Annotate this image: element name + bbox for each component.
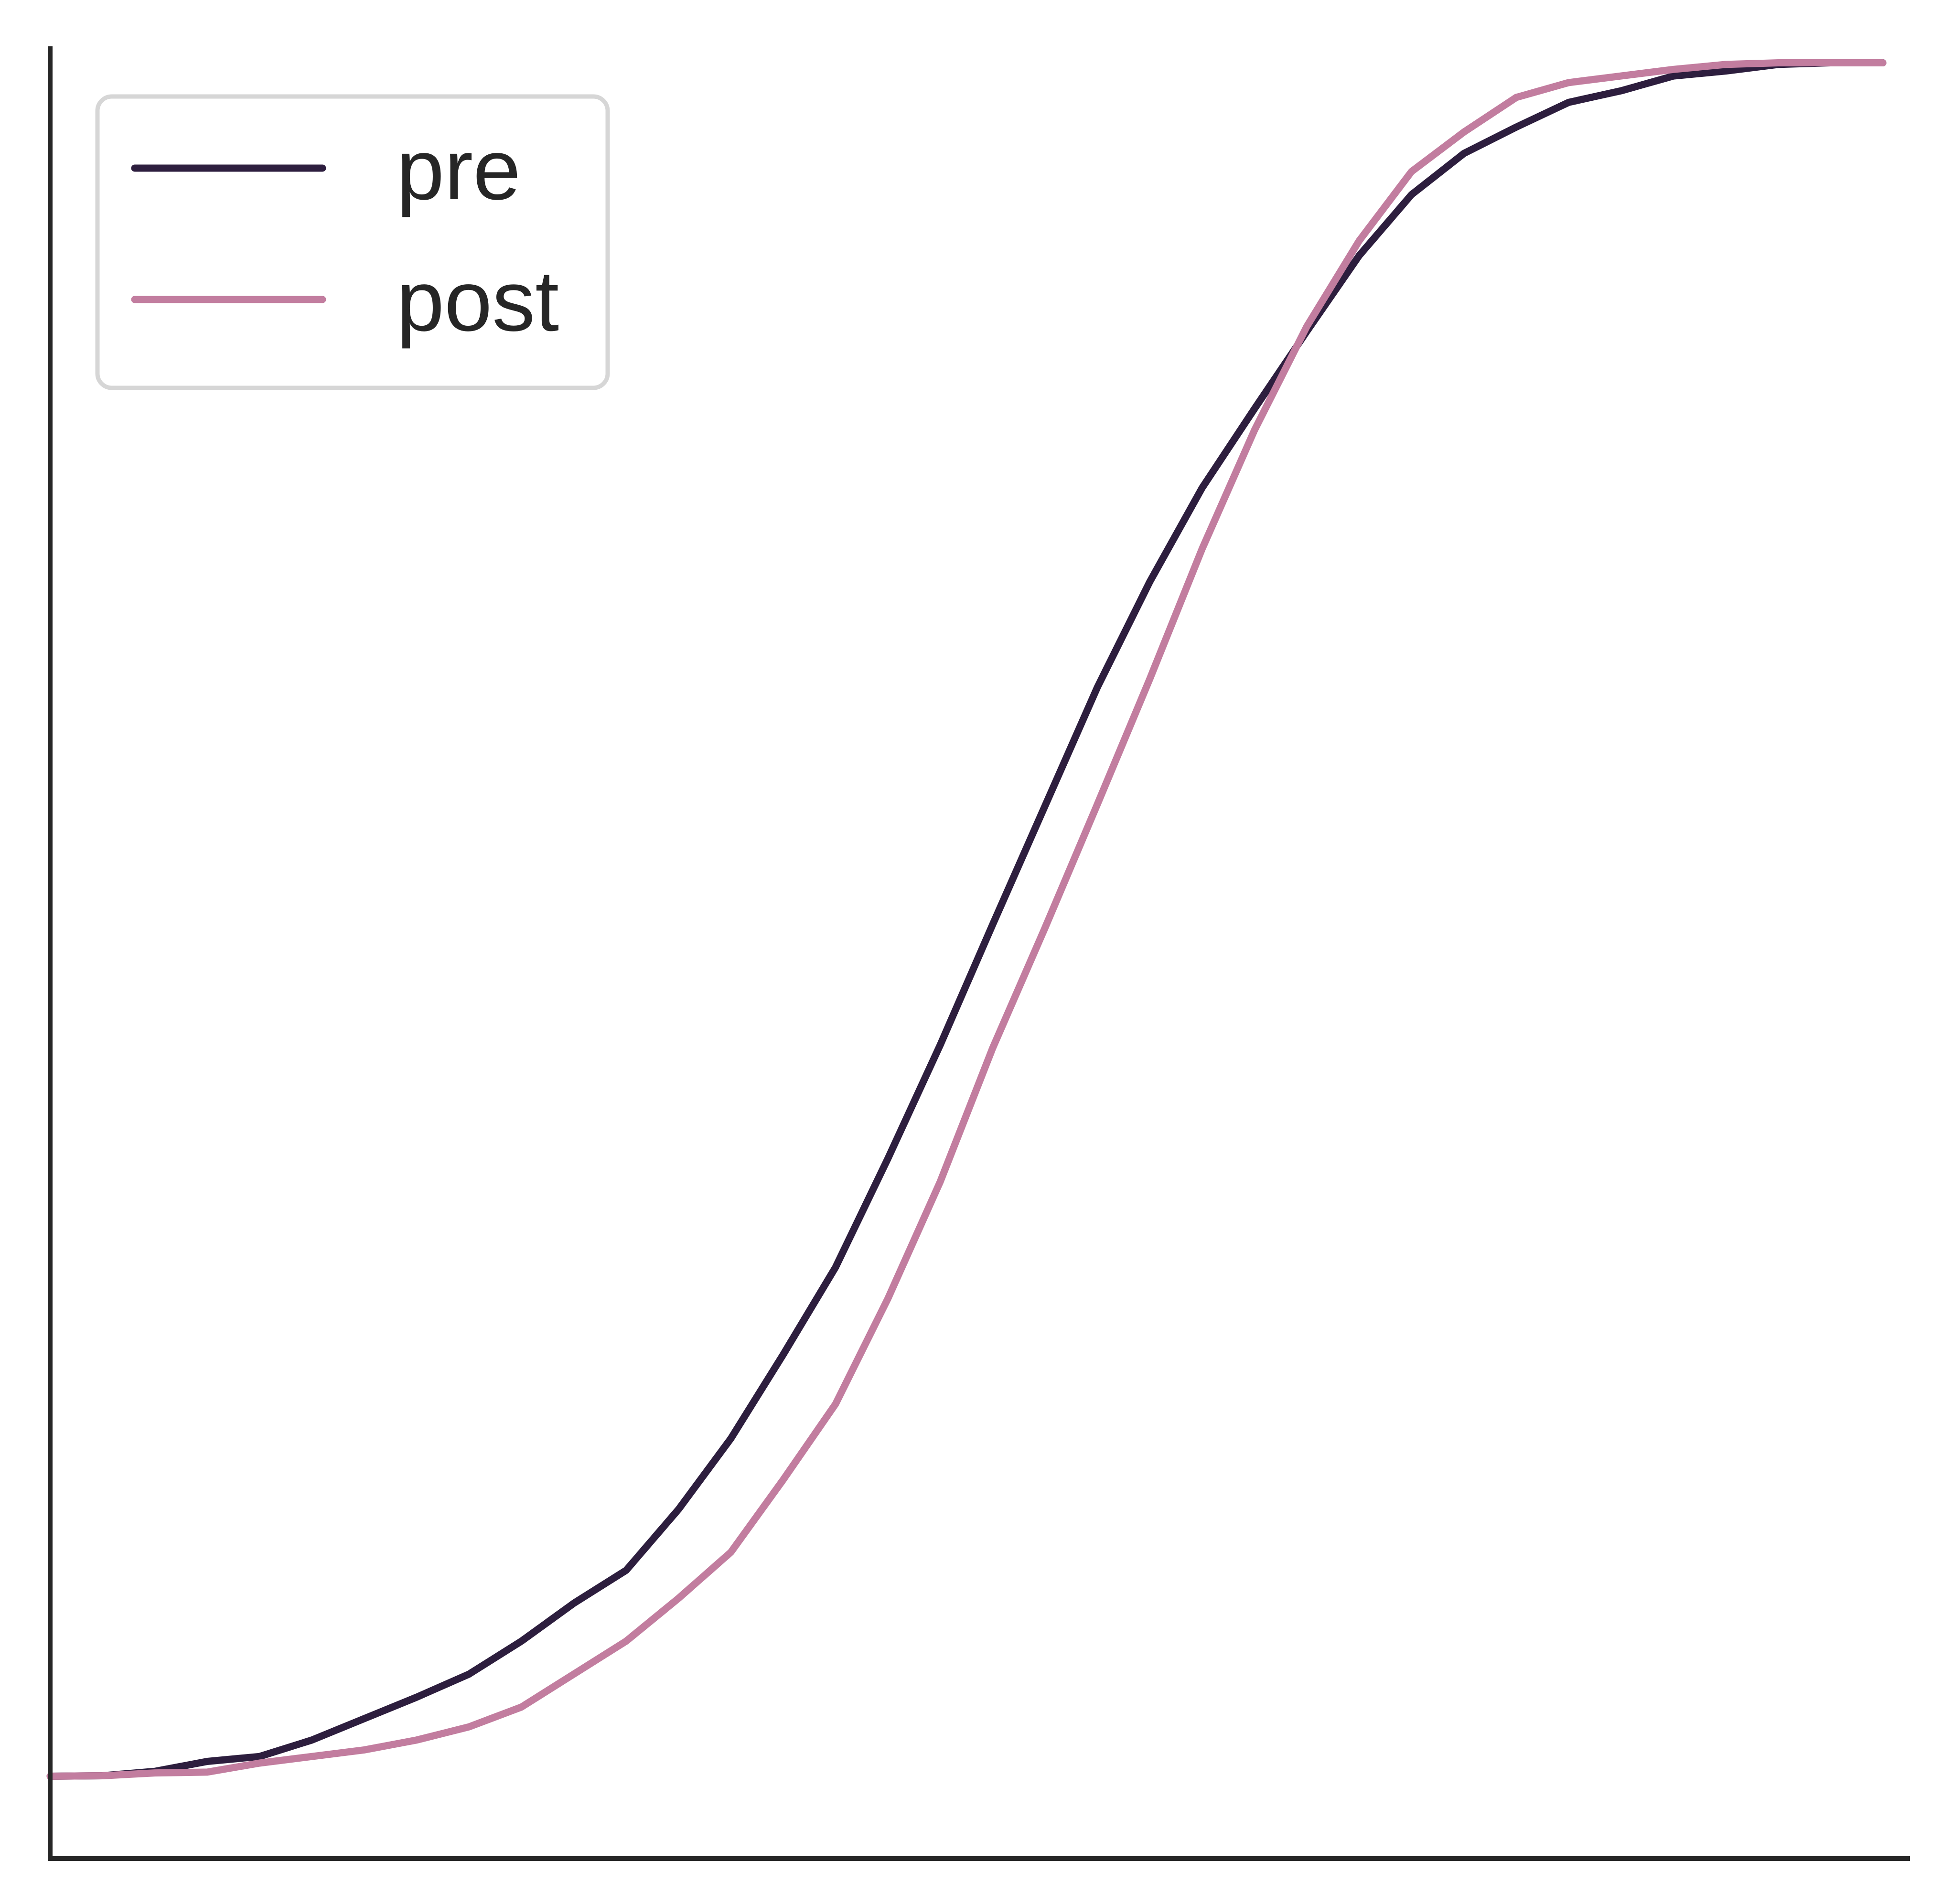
legend-entries: pre post [131, 122, 559, 349]
legend: pre post [95, 94, 610, 390]
series-line-pre [46, 59, 1887, 1780]
legend-label-pre: pre [397, 122, 521, 218]
legend-label-post: post [397, 253, 559, 349]
series-line-post [46, 59, 1887, 1780]
plot-lines [46, 59, 1887, 1780]
